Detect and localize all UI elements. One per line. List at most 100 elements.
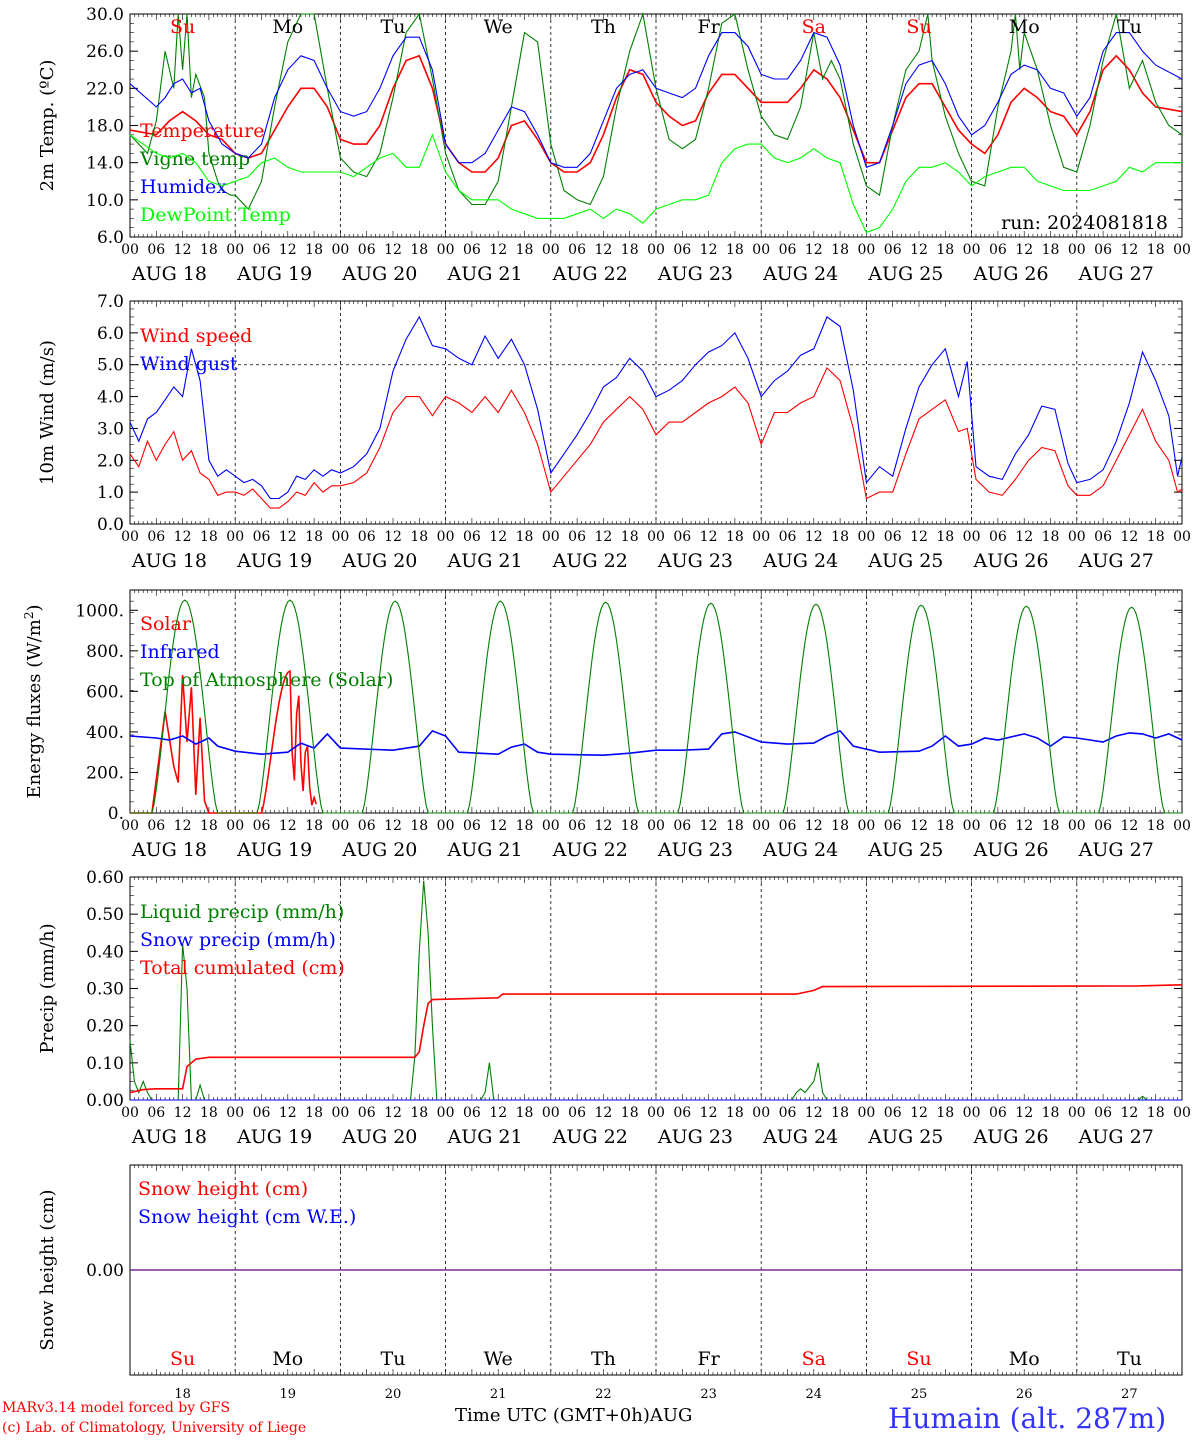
x-tick-label: 18 [200,529,218,545]
x-tick-label: 00 [542,1105,560,1121]
y-axis-label: Precip (mm/h) [37,923,58,1053]
x-tick-label: 18 [621,242,639,258]
legend-humidex: Humidex [140,176,227,198]
x-tick-label: 18 [1147,242,1165,258]
x-tick-label: 06 [463,818,481,834]
y-tick-label: 7.0 [97,292,124,312]
x-tick-label: 06 [1094,242,1112,258]
legend-wind-speed: Wind speed [140,325,252,347]
x-tick-label: 00 [331,529,349,545]
x-tick-label: 00 [437,818,455,834]
weekday-label: We [484,1348,513,1370]
x-tick-label: 18 [410,818,428,834]
x-tick-label: 00 [857,529,875,545]
x-tick-label: 00 [331,242,349,258]
date-label: AUG 19 [236,839,312,861]
legend-wind-gust: Wind gust [140,353,238,375]
y-tick-label: 2.0 [97,451,124,471]
series-line-wind-speed [129,366,1183,509]
y-tick-label: 26.0 [86,42,124,62]
weekday-label: Mo [272,16,303,38]
x-tick-label: 12 [1015,242,1033,258]
x-tick-label: 12 [384,818,402,834]
station-title: Humain (alt. 287m) [888,1402,1167,1435]
weekday-label: Su [170,1348,195,1370]
series-line-infrared [129,729,1183,757]
series-line-solar [130,669,318,814]
x-tick-label: 12 [384,529,402,545]
y-tick-label: 1000. [75,601,124,621]
x-tick-label: 00 [542,529,560,545]
x-tick-label: 00 [1068,242,1086,258]
y-tick-label: 4.0 [97,388,124,408]
day-number-label: 24 [806,1387,823,1402]
x-tick-label: 06 [884,529,902,545]
date-label: AUG 27 [1078,839,1154,861]
x-tick-label: 12 [174,1105,192,1121]
x-tick-label: 06 [358,1105,376,1121]
x-tick-label: 06 [989,1105,1007,1121]
weekday-label: Su [170,16,195,38]
x-tick-label: 00 [752,529,770,545]
plot-frame [129,300,1183,525]
date-label: AUG 22 [552,839,628,861]
weekday-label: Mo [1009,16,1040,38]
panel-wind: 0.0 1.0 2.0 3.0 4.0 5.0 6.0 7.0 10m Wind (m/s) Wi… [37,292,1191,572]
x-tick-label: 00 [963,242,981,258]
x-tick-label: 06 [253,242,271,258]
x-tick-label: 18 [516,242,534,258]
x-tick-label: 12 [910,242,928,258]
series-line-humidex [129,31,1183,169]
date-label: AUG 21 [446,550,522,572]
x-tick-label: 12 [174,529,192,545]
x-tick-label: 12 [594,1105,612,1121]
weekday-label: Su [906,16,931,38]
plot-frame [129,589,1183,814]
weekday-label: Tu [1117,16,1142,38]
x-tick-label: 18 [1147,818,1165,834]
x-tick-label: 06 [989,242,1007,258]
date-label: AUG 27 [1078,550,1154,572]
x-tick-label: 18 [410,529,428,545]
x-tick-label: 12 [700,529,718,545]
date-label: AUG 27 [1078,1126,1154,1148]
x-tick-label: 00 [437,1105,455,1121]
x-tick-label: 06 [463,1105,481,1121]
x-tick-label: 00 [226,1105,244,1121]
y-tick-label: 0.10 [86,1054,124,1074]
x-tick-label: 12 [279,1105,297,1121]
y-tick-label: 0.60 [86,868,124,888]
x-tick-label: 06 [673,818,691,834]
x-tick-label: 12 [384,1105,402,1121]
weekday-label: Tu [381,1348,406,1370]
x-tick-label: 00 [1068,529,1086,545]
x-tick-label: 00 [1173,529,1191,545]
x-tick-label: 18 [200,818,218,834]
legend-infrared: Infrared [140,641,220,663]
date-label: AUG 26 [972,1126,1048,1148]
x-tick-label: 00 [963,529,981,545]
x-tick-label: 06 [253,529,271,545]
x-tick-label: 12 [489,242,507,258]
series-line-vigne-temp [129,11,1183,211]
x-tick-label: 06 [779,529,797,545]
date-label: AUG 19 [236,263,312,285]
date-label: AUG 21 [446,263,522,285]
date-label: AUG 18 [131,550,207,572]
x-tick-label: 18 [1147,529,1165,545]
x-tick-label: 18 [936,818,954,834]
x-tick-label: 00 [857,242,875,258]
x-tick-label: 06 [568,1105,586,1121]
panel-temp: 6.0 10.0 14.0 18.0 22.0 26.0 30.0 2m Temp. (ºC)… [37,5,1191,285]
day-number-label: 21 [490,1387,507,1402]
date-label: AUG 18 [131,839,207,861]
x-tick-label: 06 [253,1105,271,1121]
x-tick-label: 18 [726,529,744,545]
date-label: AUG 18 [131,263,207,285]
x-tick-label: 18 [516,818,534,834]
x-tick-label: 06 [358,818,376,834]
x-tick-label: 18 [726,818,744,834]
x-tick-label: 06 [568,818,586,834]
date-label: AUG 24 [762,263,838,285]
x-tick-label: 12 [489,1105,507,1121]
